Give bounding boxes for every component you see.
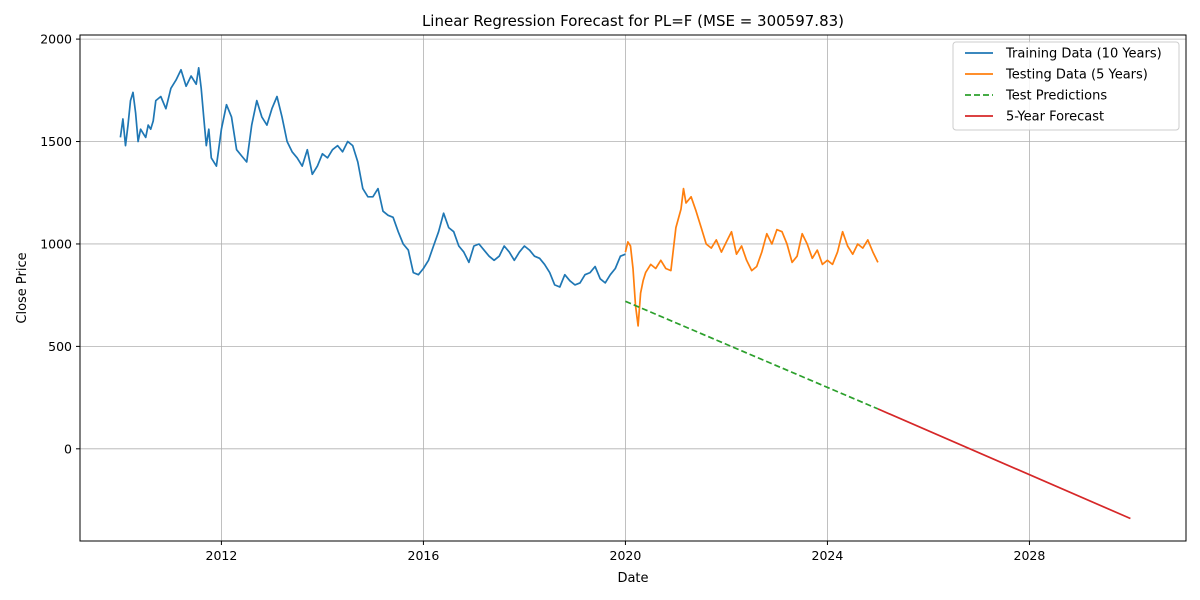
x-axis-label: Date (617, 571, 648, 586)
chart-title: Linear Regression Forecast for PL=F (MSE… (422, 12, 844, 30)
legend-box (952, 41, 1180, 131)
y-tick-label: 1500 (40, 134, 72, 149)
series-layer (119, 66, 1131, 520)
plot-frame (79, 34, 1187, 542)
series-line-1 (119, 66, 626, 288)
x-tick-label: 2028 (1014, 548, 1046, 563)
x-tick-label: 2016 (408, 548, 440, 563)
y-tick-label: 0 (64, 441, 72, 456)
y-tick-label: 1000 (40, 236, 72, 251)
legend: Training Data (10 Years) Testing Data (5 … (952, 41, 1180, 131)
series-line-2 (624, 187, 879, 327)
legend-label: 5-Year Forecast (1006, 110, 1104, 125)
x-tick-label: 2024 (812, 548, 844, 563)
series-line-3 (625, 300, 879, 410)
legend-label: Test Predictions (1005, 89, 1107, 104)
y-axis-label: Close Price (15, 252, 30, 323)
y-tick-label: 500 (48, 339, 72, 354)
series-line-4 (877, 408, 1131, 520)
legend-label: Testing Data (5 Years) (1005, 68, 1148, 83)
y-axis: 0 500 1000 1500 2000 (40, 32, 80, 456)
y-tick-label: 2000 (40, 32, 72, 47)
x-tick-label: 2012 (206, 548, 238, 563)
x-tick-label: 2020 (610, 548, 642, 563)
x-axis: 2012 2016 2020 2024 2028 (206, 541, 1046, 563)
legend-label: Training Data (10 Years) (1005, 47, 1162, 62)
